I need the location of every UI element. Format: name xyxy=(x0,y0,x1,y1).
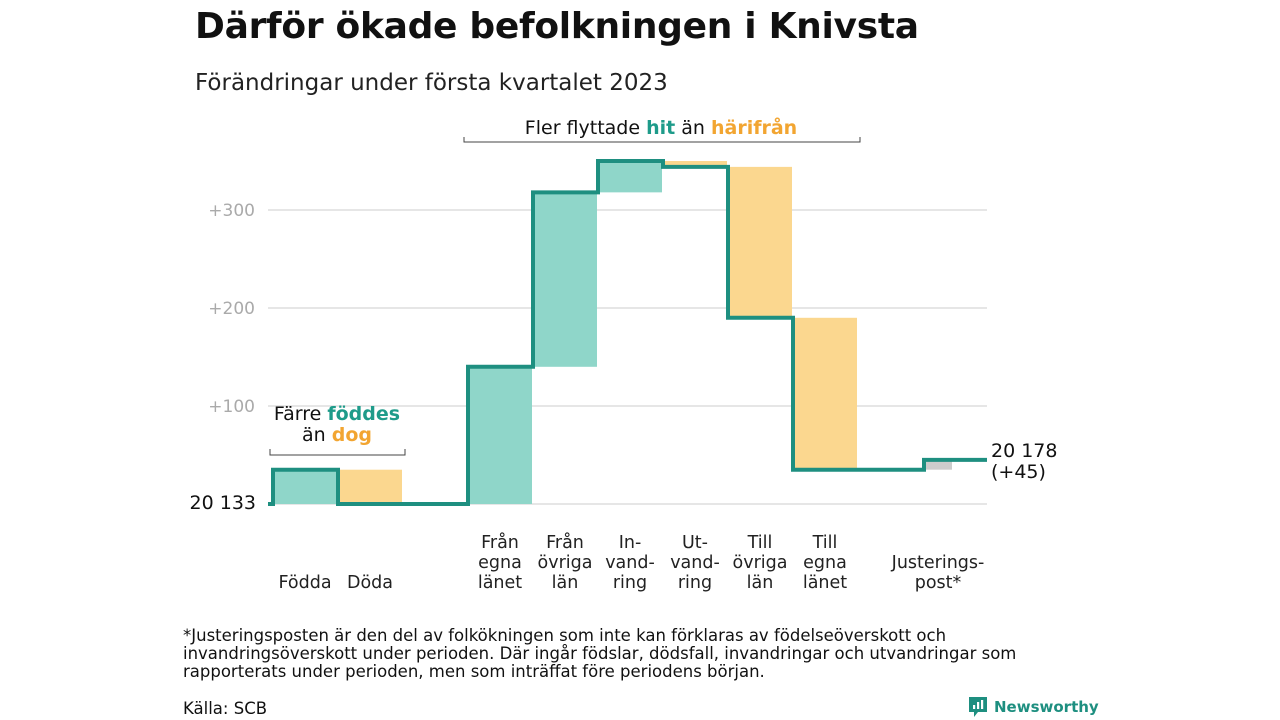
category-label: ring xyxy=(678,573,712,593)
category-label: Justerings- xyxy=(891,553,985,573)
category-label: Från xyxy=(481,532,519,553)
brand-name: Newsworthy xyxy=(994,698,1099,716)
cumulative-step-line xyxy=(268,159,987,506)
source-note: Källa: SCB xyxy=(183,699,268,718)
annotation-bracket xyxy=(269,449,406,456)
bar xyxy=(598,161,662,193)
category-label: län xyxy=(747,573,774,593)
bar xyxy=(533,192,597,367)
category-label: egna xyxy=(803,553,847,573)
y-tick-label: +200 xyxy=(208,299,255,319)
category-label: post* xyxy=(915,573,962,593)
category-label: ring xyxy=(613,573,647,593)
brand-logo: Newsworthy xyxy=(968,696,1099,718)
end-change-label: (+45) xyxy=(991,461,1046,483)
chart-title: Därför ökade befolkningen i Knivsta xyxy=(195,6,919,47)
category-label: Till xyxy=(812,533,838,553)
bar xyxy=(468,366,532,504)
y-tick-label: +100 xyxy=(208,397,255,417)
category-label: Döda xyxy=(347,573,393,593)
annotation-born-died-line1: Färre föddes xyxy=(274,403,400,425)
category-label: Ut- xyxy=(682,533,708,553)
y-tick-label: +300 xyxy=(208,201,255,221)
bar xyxy=(728,166,792,318)
category-label: Från xyxy=(546,532,584,553)
category-label: övriga xyxy=(733,553,788,573)
category-label: vand- xyxy=(605,553,655,573)
category-label: län xyxy=(552,573,579,593)
category-label: övriga xyxy=(538,553,593,573)
category-label: egna xyxy=(478,553,522,573)
footnote: *Justeringsposten är den del av folkökni… xyxy=(183,626,1017,681)
newsworthy-logo-icon xyxy=(969,697,987,717)
bar xyxy=(793,317,857,470)
category-label: Födda xyxy=(278,573,331,593)
category-label: Till xyxy=(747,533,773,553)
annotation-born-died-line2: än dog xyxy=(302,424,372,446)
annotation-bracket xyxy=(463,137,861,143)
bar xyxy=(663,161,727,167)
annotation-moved: Fler flyttade hit än härifrån xyxy=(525,115,797,139)
end-value-label: 20 178 xyxy=(991,440,1057,462)
category-label: länet xyxy=(478,573,522,593)
category-label: In- xyxy=(619,533,642,553)
bar xyxy=(273,469,337,504)
chart-subtitle: Förändringar under första kvartalet 2023 xyxy=(195,70,668,96)
category-label: vand- xyxy=(670,553,720,573)
bar xyxy=(924,459,952,470)
bar xyxy=(338,469,402,504)
start-value-label: 20 133 xyxy=(190,492,256,514)
category-label: länet xyxy=(803,573,847,593)
